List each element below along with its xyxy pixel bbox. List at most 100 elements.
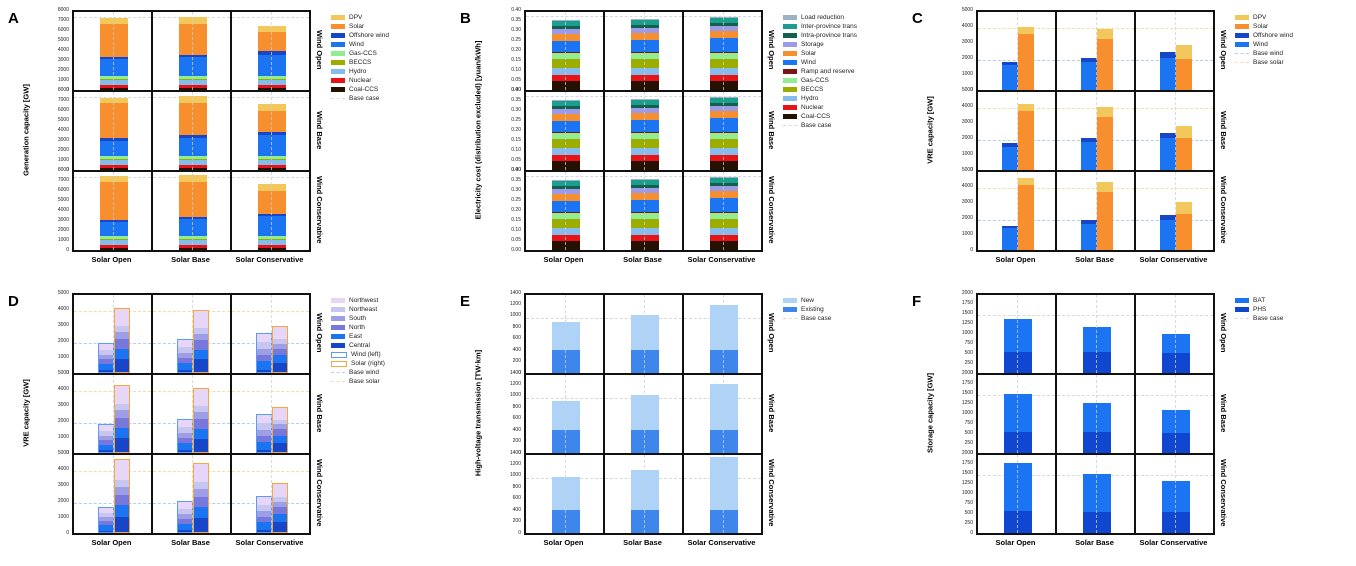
patch-swatch [331,15,345,20]
y-tick-label: 2000 [961,54,973,61]
base-case-vline [270,375,272,453]
legend-label: New [801,297,815,304]
bar-segment-bat [1003,393,1032,432]
bar-segment-hydro [709,148,738,156]
legend-label: Wind [1253,41,1268,48]
subplot-Wind Open-Solar Base [152,294,231,374]
legend-label: BAT [1253,297,1266,304]
y-tick-label: 0.25 [511,116,521,123]
bar-segment-coal-ccs [257,167,286,170]
legend-item-base-solar: Base solar [331,378,385,385]
base-case-vline [1095,375,1097,453]
bar-segment-new [630,394,659,431]
subplot-Wind Base-Solar Open [525,374,604,454]
bar-segment-central [114,438,129,452]
base-case-vline [270,295,272,373]
legend-label: Offshore wind [1253,32,1293,39]
bar-segment-north [256,355,271,362]
bar-segment-new [630,315,659,351]
bar-segment-northeast [177,346,192,353]
subplot-Wind Conservative-Solar Open [73,171,152,251]
bar-segment-beccs [709,59,738,69]
bar-segment-central [98,530,113,532]
outline-swatch [331,351,347,358]
bar-segment-dpv [99,97,128,104]
y-tick-label: 3000 [961,118,973,125]
bar-segment-offshore-wind [1080,137,1097,143]
bar-segment-coal-ccs [178,167,207,170]
bar-segment-dpv [178,96,207,103]
subplot-Wind Open-Solar Base [152,11,231,91]
y-tick-label: 0 [518,529,521,536]
bar-segment-wind [551,40,580,52]
bar-segment-gas-ccs [630,52,659,60]
y-tick-label: 0 [66,166,69,173]
bar-segment-central [114,516,129,532]
legend-item-base-solar: Base solar [1235,59,1293,66]
patch-swatch [1235,298,1249,303]
bar-segment-east [256,522,271,530]
bar-stack [709,304,738,373]
bar-segment-solar [709,111,738,119]
legend-label: Wind [801,59,816,66]
base-case-vline [643,92,645,170]
bar-segment-nuclear [551,155,580,162]
bar-segment-dpv [99,18,128,24]
bar-segment-northeast [98,512,113,518]
y-tick-label: 0 [66,246,69,253]
bar-segment-beccs [99,79,128,80]
y-tick-label: 0.20 [511,126,521,133]
y-tick-label: 0 [66,369,69,376]
legend-label: Base solar [349,378,380,385]
bar-segment-solar [630,32,659,40]
bar-segment-north [272,506,287,515]
legend-item-base-case: Base case [783,122,857,129]
legend-label: Central [349,342,370,349]
bar-segment-dpv [1096,106,1113,118]
bar-segment-offshore-wind [1080,57,1097,62]
bar-segment-solar [1017,185,1034,250]
subplot-Wind Conservative-Solar Open [525,454,604,534]
panel-d: D VRE capacity [GW] 0 1000 2000 3000 4000 5000… [0,283,452,566]
bar-segment-existing [630,430,659,453]
legend-item-solar: Solar [331,23,389,30]
subplot-Wind Open-Solar Base [604,11,683,91]
y-tick-label: 0.40 [511,6,521,13]
y-tick-label: 250 [964,519,973,526]
row-label-wind-base: Wind Base [767,393,776,433]
legend-item-central: Central [331,342,385,349]
patch-swatch [783,78,797,83]
subplot-Wind Base-Solar Conservative [1135,374,1214,454]
y-tick-label: 1000 [57,513,69,520]
bar-segment-dpv [99,176,128,182]
bar-segment-existing [709,510,738,533]
legend-item-coal-ccs: Coal-CCS [331,86,389,93]
bar-segment-wind [1001,64,1018,90]
legend-label: Hydro [349,68,367,75]
base-case-vline [643,295,645,373]
bar-stack [1161,480,1190,533]
y-tick-label: 3000 [57,216,69,223]
legend-label: South [349,315,366,322]
col-label-solar-open: Solar Open [995,538,1036,547]
y-tick-label: 0.35 [511,176,521,183]
subplot-Wind Open-Solar Conservative [683,294,762,374]
plot-grid [524,293,763,535]
legend-label: Load reduction [801,14,845,21]
bar-stack [630,470,659,533]
bar-segment-northeast [272,339,287,344]
bar-stack [99,18,128,90]
bar-segment-wind [178,57,207,76]
subplot-Wind Conservative-Solar Base [152,171,231,251]
bar-stack [630,315,659,373]
patch-swatch [783,307,797,312]
bar-segment-ramp-and-reserve [630,211,659,213]
bar-segment-existing [630,350,659,373]
subplot-Wind Open-Solar Conservative [231,294,310,374]
subplot-Wind Base-Solar Conservative [683,91,762,171]
bar-0 [1001,143,1018,170]
bar-segment-south [272,343,287,349]
bar-segment-gas-ccs [178,75,207,80]
y-tick-label: 1000 [961,409,973,416]
row-label-wind-conservative: Wind Conservative [315,176,324,244]
